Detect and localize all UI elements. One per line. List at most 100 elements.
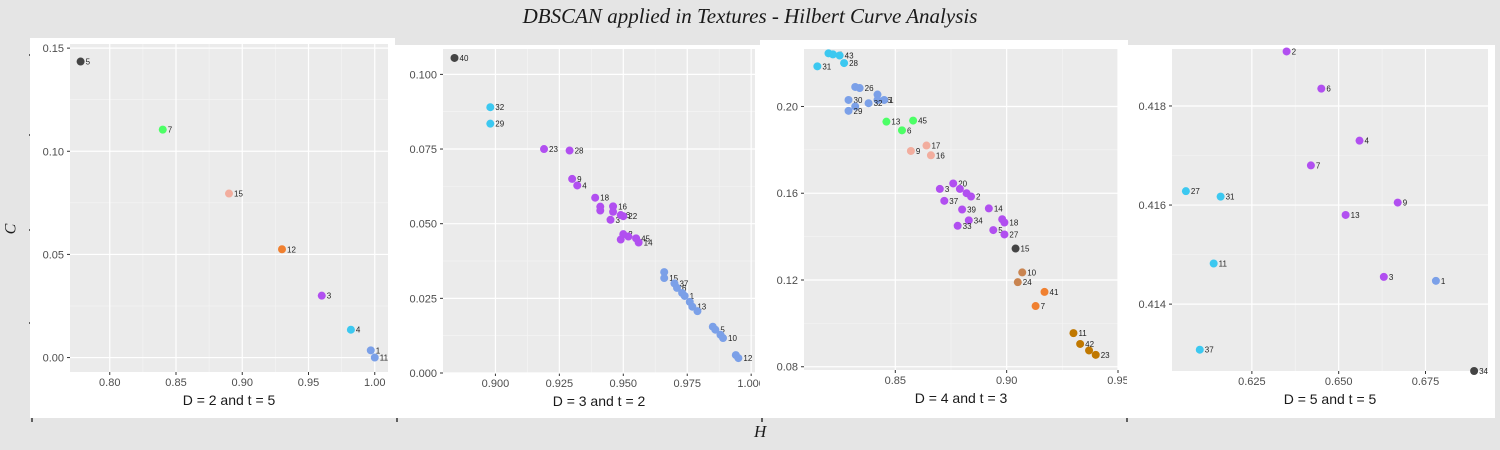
data-point bbox=[1031, 302, 1040, 311]
y-tick-label: 0.418 bbox=[1138, 101, 1166, 113]
data-point bbox=[1282, 47, 1291, 56]
point-label: 22 bbox=[628, 212, 637, 221]
point-label: 24 bbox=[1023, 278, 1032, 287]
point-label: 33 bbox=[963, 222, 972, 231]
y-tick-label: 0.15 bbox=[43, 43, 64, 55]
point-label: 6 bbox=[1326, 85, 1331, 94]
point-label: 23 bbox=[1101, 351, 1110, 360]
data-point bbox=[573, 181, 582, 190]
data-point bbox=[828, 50, 837, 59]
point-label: 34 bbox=[1479, 367, 1488, 376]
y-tick-label: 0.100 bbox=[409, 69, 437, 81]
point-label: 9 bbox=[916, 147, 921, 156]
y-tick-label: 0.10 bbox=[43, 146, 64, 158]
point-label: 18 bbox=[600, 194, 609, 203]
data-point bbox=[278, 245, 286, 254]
point-label: 4 bbox=[582, 181, 587, 190]
point-label: 6 bbox=[682, 284, 687, 293]
point-label: 13 bbox=[1351, 211, 1360, 220]
panel-4: 0.625 0.650 0.675 0.414 0.416 0.418 2 6 4 7 9 13 3 27… bbox=[1127, 45, 1495, 418]
x-tick-label: 0.925 bbox=[546, 378, 574, 390]
panel-x-label: D = 2 and t = 5 bbox=[183, 392, 276, 408]
data-point bbox=[882, 117, 891, 126]
x-tick-label: 0.675 bbox=[1412, 376, 1440, 388]
point-label: 5 bbox=[998, 226, 1003, 235]
data-point bbox=[1040, 287, 1049, 296]
data-point bbox=[450, 53, 459, 62]
point-label: 14 bbox=[994, 204, 1003, 213]
data-point bbox=[591, 193, 600, 202]
point-label: 40 bbox=[460, 54, 469, 63]
point-label: 11 bbox=[380, 354, 389, 363]
point-label: 37 bbox=[679, 279, 688, 288]
data-point bbox=[873, 95, 882, 104]
data-point bbox=[1379, 272, 1388, 281]
point-label: 31 bbox=[1226, 193, 1235, 202]
x-tick-label: 0.95 bbox=[298, 377, 319, 389]
point-label: 6 bbox=[626, 211, 631, 220]
y-tick-label: 0.16 bbox=[777, 188, 798, 200]
data-point bbox=[967, 192, 976, 201]
data-point bbox=[1013, 278, 1022, 287]
point-label: 4 bbox=[1365, 137, 1370, 146]
data-point bbox=[922, 141, 931, 150]
data-point bbox=[926, 151, 935, 160]
data-point bbox=[955, 184, 964, 193]
data-point bbox=[989, 226, 998, 235]
data-point bbox=[844, 106, 853, 115]
point-label: 26 bbox=[865, 84, 874, 93]
x-axis-label: H bbox=[754, 422, 767, 441]
data-point bbox=[693, 307, 702, 316]
point-label: 2 bbox=[1292, 47, 1297, 56]
point-label: 1 bbox=[889, 96, 894, 105]
data-point bbox=[370, 353, 379, 362]
data-point bbox=[225, 189, 233, 198]
data-point bbox=[813, 62, 822, 71]
data-point bbox=[1069, 329, 1078, 338]
point-label: 30 bbox=[854, 96, 863, 105]
data-point bbox=[76, 57, 85, 66]
data-point bbox=[616, 235, 625, 244]
data-point bbox=[906, 146, 915, 155]
point-label: 45 bbox=[918, 117, 927, 126]
figure-title: DBSCAN applied in Textures - Hilbert Cur… bbox=[522, 4, 978, 28]
data-point bbox=[660, 268, 669, 277]
point-label: 5 bbox=[720, 326, 725, 335]
point-label: 9 bbox=[577, 175, 582, 184]
data-point bbox=[711, 325, 720, 334]
panel-3: 0.850.900.950.080.120.160.20443312826361… bbox=[760, 40, 1129, 418]
data-point bbox=[540, 145, 549, 154]
data-point bbox=[1216, 192, 1225, 201]
data-point bbox=[1076, 339, 1085, 348]
point-label: 3 bbox=[1389, 273, 1394, 282]
data-point bbox=[964, 216, 973, 225]
point-label: 7 bbox=[1316, 161, 1321, 170]
point-label: 32 bbox=[874, 99, 883, 108]
x-tick-label: 1.00 bbox=[364, 377, 385, 389]
x-tick-label: 0.85 bbox=[165, 377, 186, 389]
data-point bbox=[1000, 230, 1009, 239]
point-label: 11 bbox=[1078, 329, 1087, 338]
point-label: 16 bbox=[618, 202, 627, 211]
data-point bbox=[1018, 268, 1027, 277]
point-label: 15 bbox=[669, 274, 678, 283]
y-tick-label: 0.00 bbox=[43, 353, 64, 365]
data-point bbox=[1000, 218, 1009, 227]
data-point bbox=[609, 207, 618, 216]
point-label: 43 bbox=[845, 52, 854, 61]
point-label: 13 bbox=[697, 303, 706, 312]
x-tick-label: 1.000 bbox=[737, 378, 765, 390]
panel-2: 0.900 0.925 0.950 0.975 1.000 0.000 0.025 0.050… bbox=[395, 45, 765, 418]
y-tick-label: 0.025 bbox=[409, 293, 437, 305]
y-tick-label: 0.08 bbox=[777, 362, 798, 374]
data-point bbox=[1431, 276, 1440, 285]
data-point bbox=[897, 126, 906, 135]
data-point bbox=[1306, 161, 1315, 170]
panel-1: 0.80 0.85 0.90 0.95 1.00 0.00 0.05 0.10 0.15 5 7 15… bbox=[30, 38, 395, 418]
y-tick-label: 0.075 bbox=[409, 144, 437, 156]
point-label: 45 bbox=[641, 234, 650, 243]
point-label: 14 bbox=[644, 239, 653, 248]
point-label: 9 bbox=[1403, 199, 1408, 208]
data-point bbox=[634, 238, 643, 247]
data-point bbox=[158, 125, 167, 134]
